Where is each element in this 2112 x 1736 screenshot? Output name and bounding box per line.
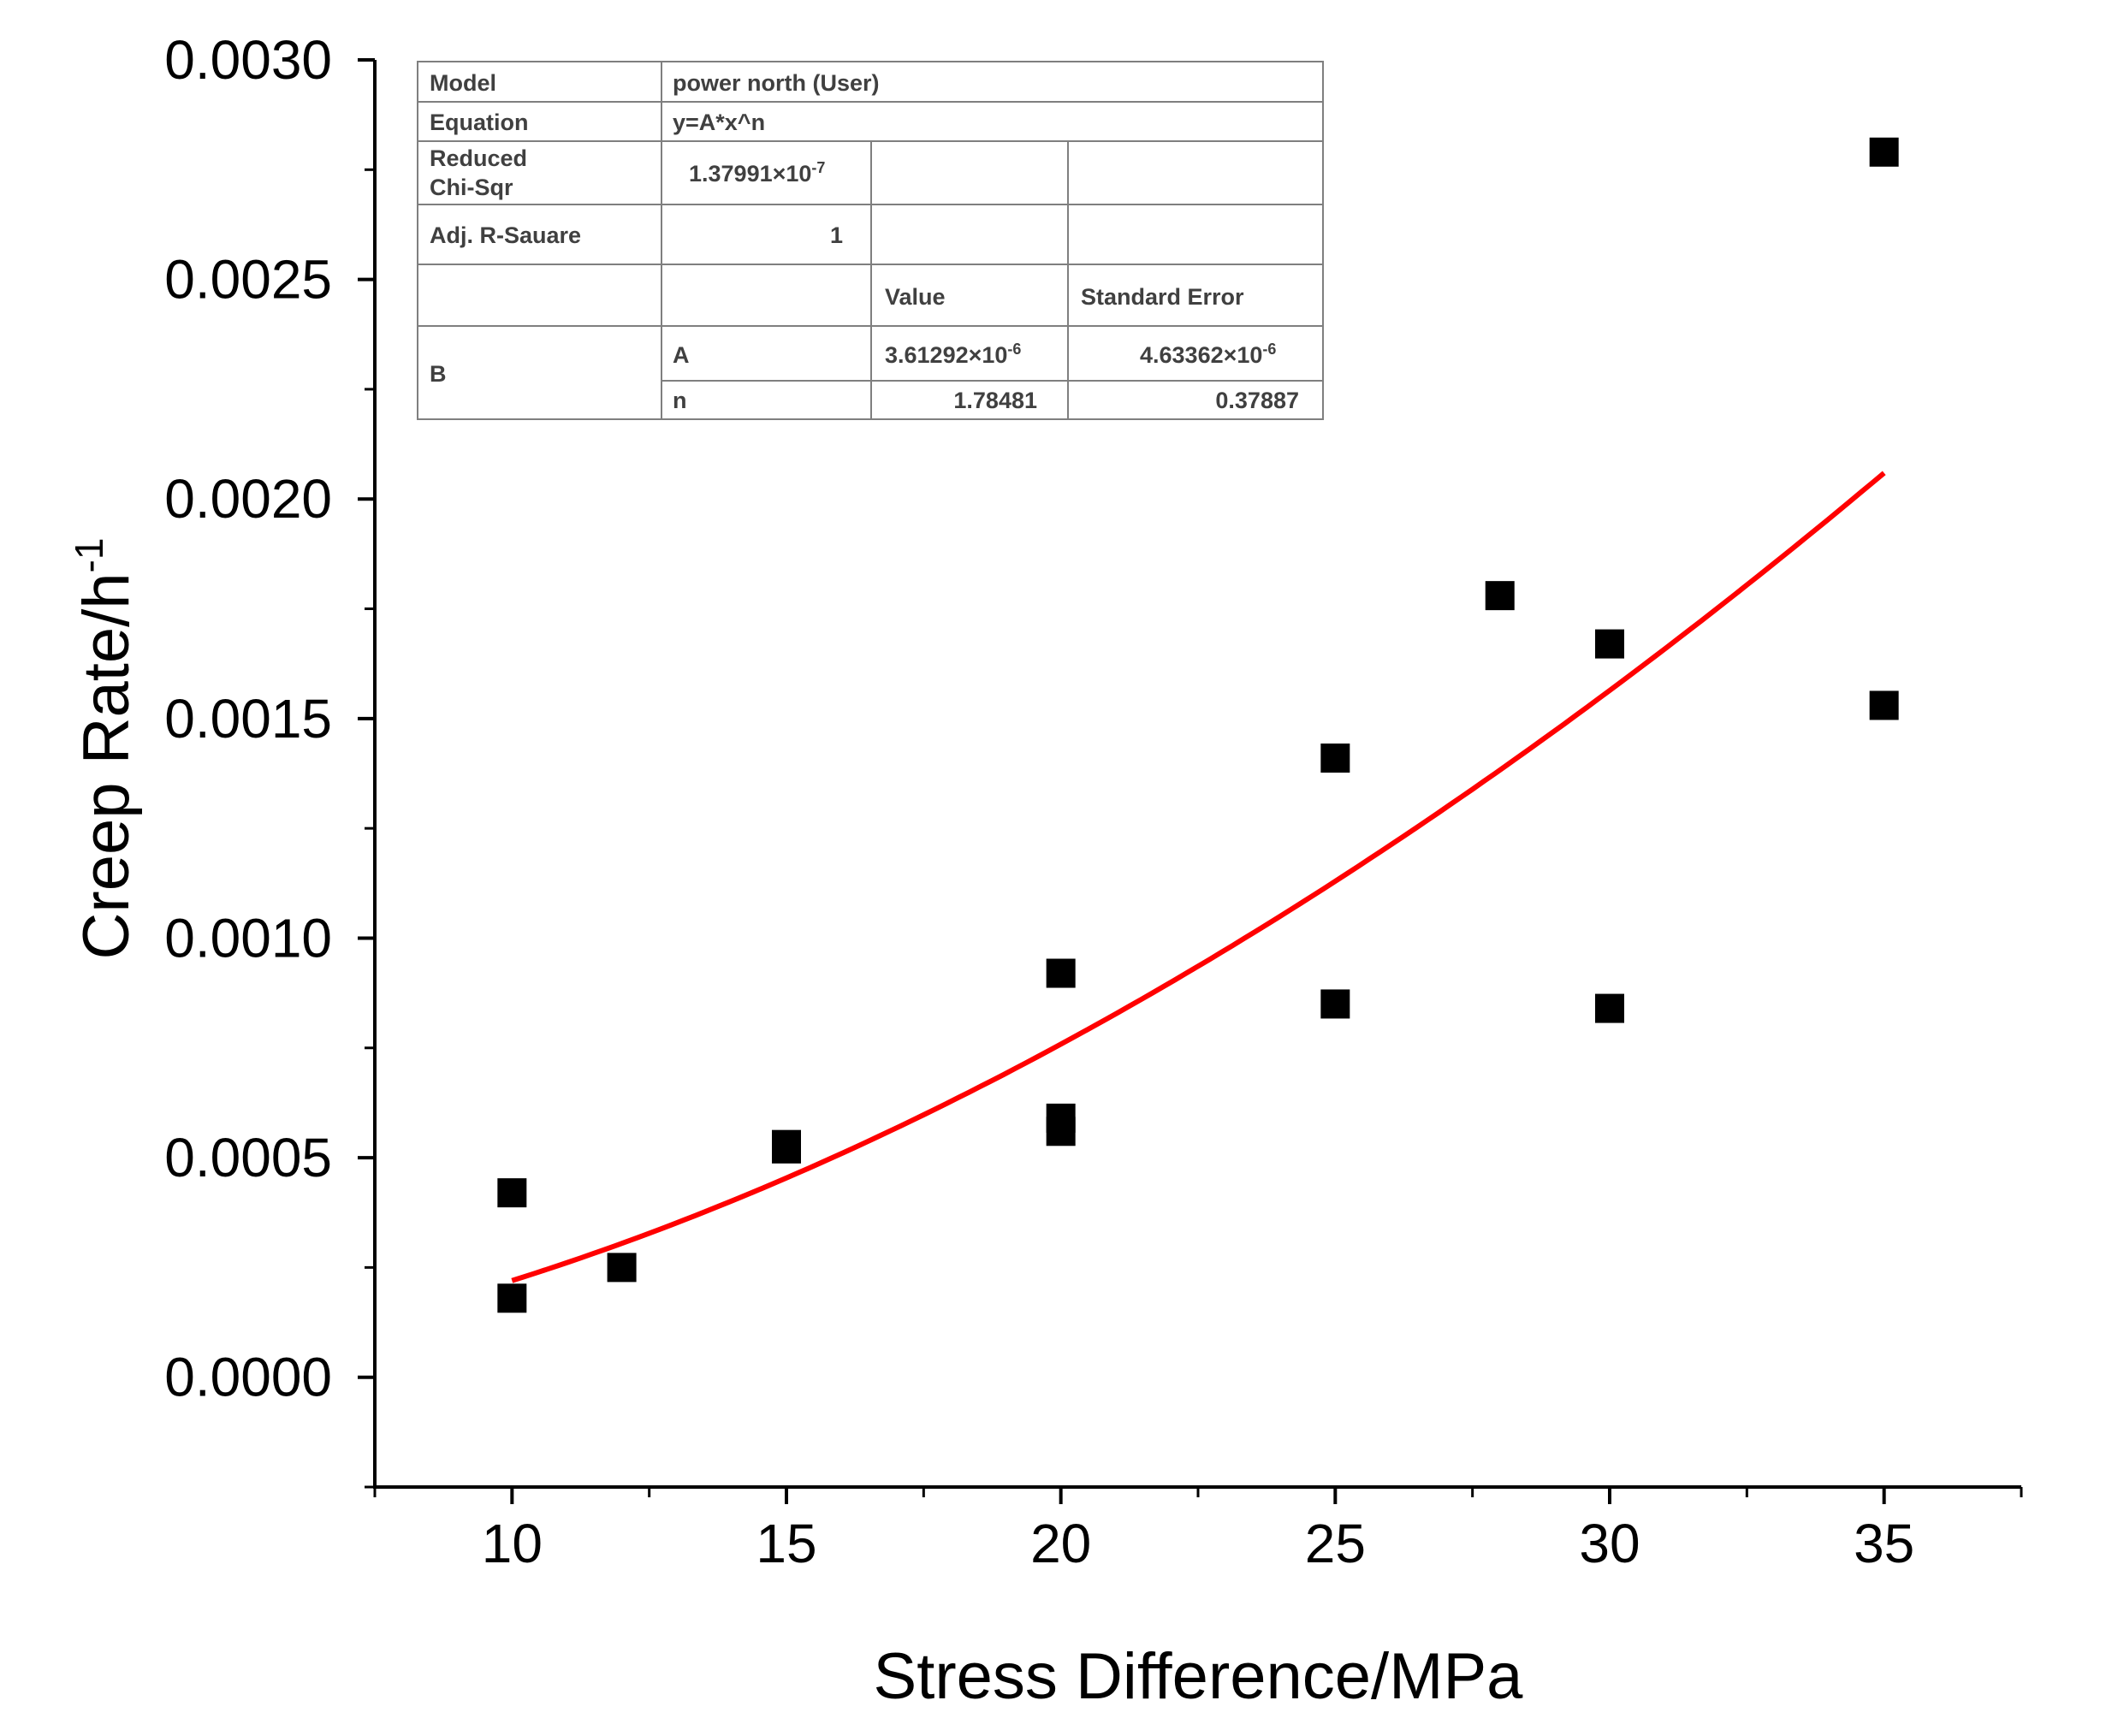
table-param-a: A — [673, 342, 690, 368]
x-tick-label-10: 10 — [482, 1513, 543, 1574]
data-point-1 — [497, 1283, 527, 1313]
data-point-9 — [1320, 989, 1350, 1019]
table-chisqr-value: 1.37991×10-7 — [689, 159, 825, 187]
table-a-error-mantissa: 4.63362×10 — [1140, 342, 1262, 368]
x-ticks: 10 15 20 25 30 35 — [373, 1487, 2023, 1574]
table-grid — [418, 62, 1323, 419]
table-chisqr-label-2: Chi-Sqr — [430, 175, 513, 200]
table-group-label: B — [430, 361, 447, 387]
data-point-13 — [1869, 137, 1899, 167]
table-model-label: Model — [430, 70, 496, 96]
data-point-5 — [1046, 958, 1076, 988]
y-tick-label-2: 0.0010 — [164, 907, 332, 969]
x-tick-label-25: 25 — [1305, 1513, 1366, 1574]
data-point-0 — [497, 1178, 527, 1208]
table-n-value: 1.78481 — [953, 388, 1037, 413]
table-r2-label: Adj. R-Sauare — [430, 222, 581, 248]
y-tick-label-3: 0.0015 — [164, 688, 332, 750]
data-point-8 — [1320, 744, 1350, 773]
x-tick-label-20: 20 — [1030, 1513, 1091, 1574]
table-chisqr-exponent: -7 — [811, 159, 825, 176]
x-tick-label-30: 30 — [1579, 1513, 1640, 1574]
y-tick-label-6: 0.0030 — [164, 29, 332, 91]
table-param-n: n — [673, 388, 687, 413]
table-r2-value: 1 — [830, 222, 843, 248]
table-model-value: power north (User) — [673, 70, 880, 96]
x-tick-label-15: 15 — [756, 1513, 816, 1574]
y-axis-title-superscript: -1 — [67, 538, 111, 573]
table-equation-label: Equation — [430, 110, 529, 135]
y-ticks: 0.0000 0.0005 0.0010 0.0015 0.0020 0.0025 0.00… — [164, 29, 375, 1489]
fit-results-table: Model power north (User) Equation y=A*x^… — [417, 61, 1324, 420]
table-a-value-exponent: -6 — [1007, 341, 1021, 358]
table-chisqr-mantissa: 1.37991×10 — [689, 161, 811, 187]
y-tick-label-1: 0.0005 — [164, 1127, 332, 1188]
y-axis-title-text: Creep Rate/h — [70, 572, 143, 959]
data-point-11 — [1595, 629, 1624, 659]
table-n-error: 0.37887 — [1215, 388, 1299, 413]
table-col-value: Value — [885, 284, 946, 310]
data-point-10 — [1485, 581, 1515, 611]
table-a-error: 4.63362×10-6 — [1140, 341, 1276, 368]
x-axis-title: Stress Difference/MPa — [874, 1640, 1524, 1713]
table-a-value-mantissa: 3.61292×10 — [885, 342, 1007, 368]
x-tick-label-35: 35 — [1854, 1513, 1914, 1574]
table-a-error-exponent: -6 — [1262, 341, 1276, 358]
data-point-4 — [772, 1129, 801, 1159]
table-col-error: Standard Error — [1081, 284, 1244, 310]
table-chisqr-label-1: Reduced — [430, 145, 527, 171]
fit-curve — [511, 471, 1886, 1283]
data-point-2 — [607, 1253, 637, 1283]
data-point-14 — [1869, 690, 1899, 720]
table-equation-value: y=A*x^n — [673, 110, 765, 135]
table-a-value: 3.61292×10-6 — [885, 341, 1021, 368]
y-tick-label-5: 0.0025 — [164, 249, 332, 311]
data-point-7 — [1046, 1103, 1076, 1133]
y-tick-label-0: 0.0000 — [164, 1347, 332, 1408]
y-axis-title: Creep Rate/h-1 — [67, 538, 143, 960]
data-points — [497, 137, 1899, 1313]
y-tick-label-4: 0.0020 — [164, 468, 332, 530]
data-point-12 — [1595, 993, 1624, 1023]
